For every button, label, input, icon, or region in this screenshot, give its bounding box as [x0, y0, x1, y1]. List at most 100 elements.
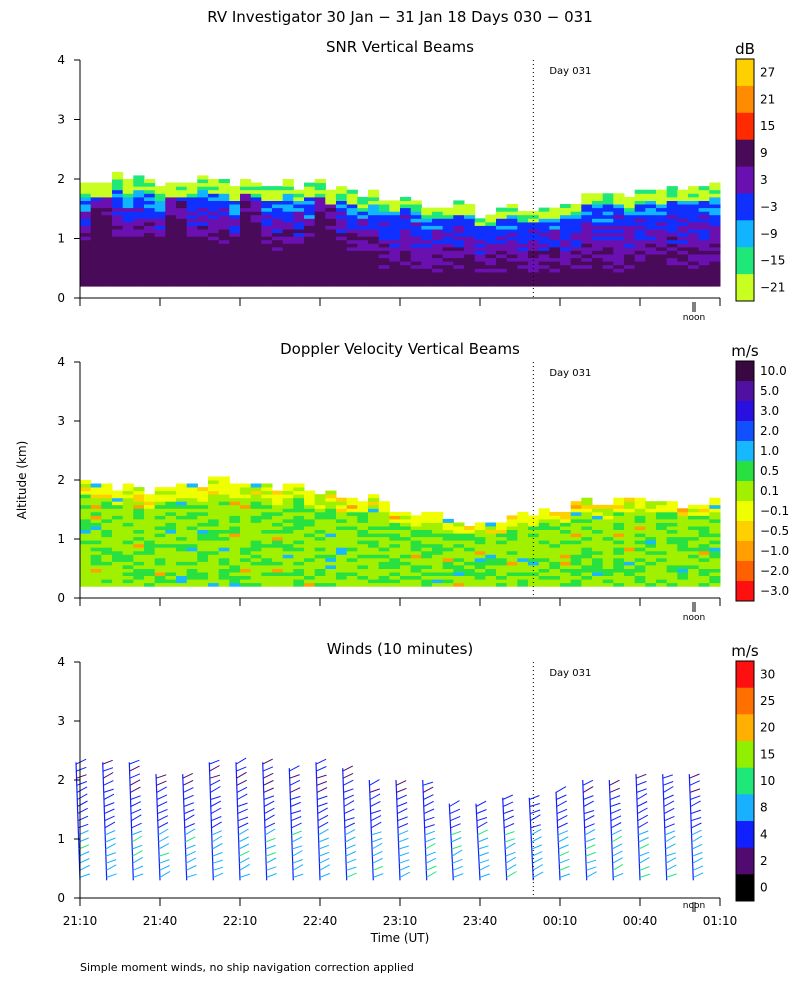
heatmap-cell	[282, 207, 294, 212]
heatmap-cell	[336, 200, 348, 205]
heatmap-cell	[357, 279, 369, 284]
wind-barb-flag	[369, 779, 380, 786]
heatmap-cell	[154, 518, 166, 523]
heatmap-cell	[144, 271, 156, 276]
heatmap-cell	[410, 522, 422, 527]
heatmap-cell	[581, 508, 593, 513]
heatmap-cell	[101, 218, 113, 223]
colorbar-label: 5.0	[760, 384, 779, 398]
wind-barb-flag	[638, 830, 649, 836]
heatmap-cell	[613, 211, 625, 216]
heatmap-cell	[314, 522, 326, 527]
wind-barb-flag	[370, 800, 381, 807]
heatmap-cell	[336, 271, 348, 276]
heatmap-cell	[336, 282, 348, 287]
heatmap-cell	[261, 536, 273, 541]
heatmap-cell	[464, 232, 476, 237]
wind-barb-flag	[263, 780, 274, 786]
heatmap-cell	[133, 550, 145, 555]
heatmap-cell	[122, 229, 134, 234]
heatmap-cell	[133, 175, 145, 180]
heatmap-cell	[538, 232, 550, 237]
heatmap-cell	[656, 200, 668, 205]
heatmap-cell	[293, 196, 305, 201]
heatmap-cell	[197, 508, 209, 513]
wind-barb-flag	[372, 857, 383, 864]
wind-barb-flag	[319, 857, 330, 864]
wind-barb-staff	[368, 779, 374, 881]
heatmap-cell	[240, 211, 252, 216]
heatmap-cell	[282, 193, 294, 198]
colorbar-label: 4	[760, 827, 768, 841]
heatmap-cell	[229, 579, 241, 584]
heatmap-cell	[368, 547, 380, 552]
heatmap-cell	[229, 526, 241, 530]
heatmap-cell	[176, 522, 188, 527]
wind-barb-flag	[292, 859, 303, 864]
heatmap-cell	[624, 211, 636, 216]
heatmap-cell	[314, 572, 326, 576]
heatmap-cell	[602, 550, 614, 555]
heatmap-cell	[154, 554, 166, 559]
heatmap-cell	[314, 501, 326, 506]
heatmap-cell	[709, 557, 721, 562]
heatmap-cell	[240, 243, 252, 248]
heatmap-cell	[549, 533, 561, 538]
heatmap-cell	[560, 533, 572, 538]
heatmap-cell	[624, 554, 636, 559]
heatmap-cell	[325, 540, 337, 545]
heatmap-cell	[389, 254, 401, 259]
heatmap-cell	[517, 533, 529, 538]
heatmap-cell	[474, 568, 486, 573]
heatmap-cell	[634, 243, 646, 248]
heatmap-cell	[496, 282, 508, 287]
heatmap-cell	[389, 543, 401, 548]
heatmap-cell	[613, 533, 625, 538]
heatmap-cell	[432, 575, 444, 580]
heatmap-cell	[272, 279, 284, 284]
heatmap-cell	[656, 515, 668, 520]
heatmap-cell	[293, 261, 305, 266]
heatmap-cell	[133, 575, 145, 580]
heatmap-cell	[112, 207, 124, 212]
heatmap-cell	[592, 243, 604, 248]
heatmap-cell	[325, 229, 337, 234]
heatmap-cell	[709, 565, 721, 569]
heatmap-cell	[208, 557, 220, 562]
heatmap-cell	[432, 529, 444, 534]
heatmap-cell	[250, 257, 262, 262]
heatmap-cell	[432, 543, 444, 548]
heatmap-cell	[421, 225, 433, 230]
heatmap-cell	[208, 211, 220, 216]
heatmap-cell	[357, 515, 369, 520]
heatmap-cell	[400, 211, 412, 216]
heatmap-cell	[229, 268, 241, 273]
heatmap-cell	[581, 279, 593, 284]
heatmap-cell	[400, 572, 412, 576]
heatmap-cell	[453, 250, 465, 255]
heatmap-cell	[624, 561, 636, 566]
heatmap-cell	[112, 175, 124, 180]
heatmap-cell	[400, 540, 412, 545]
heatmap-cell	[378, 221, 390, 226]
heatmap-cell	[272, 261, 284, 266]
heatmap-cell	[176, 236, 188, 241]
heatmap-cell	[538, 533, 550, 538]
heatmap-cell	[538, 568, 550, 573]
wind-barb-flag	[397, 808, 408, 815]
heatmap-cell	[400, 550, 412, 555]
wind-barb-flag	[345, 844, 356, 850]
heatmap-cell	[101, 229, 113, 234]
heatmap-cell	[80, 204, 92, 209]
heatmap-cell	[624, 229, 636, 234]
heatmap-cell	[240, 225, 252, 230]
heatmap-cell	[496, 221, 508, 226]
heatmap-cell	[581, 557, 593, 562]
heatmap-cell	[688, 261, 700, 266]
heatmap-cell	[101, 543, 113, 548]
heatmap-cell	[122, 515, 134, 520]
heatmap-cell	[314, 229, 326, 234]
heatmap-cell	[410, 200, 422, 205]
heatmap-cell	[261, 218, 273, 223]
heatmap-cell	[517, 518, 529, 523]
